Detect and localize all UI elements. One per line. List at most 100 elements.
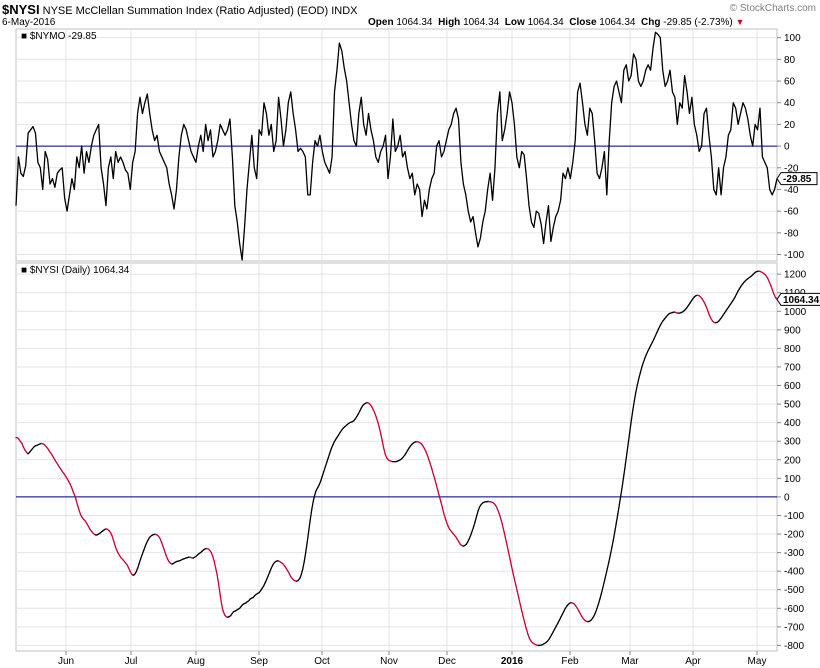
nysi-line-segment (636, 377, 640, 386)
nysi-line-segment (267, 571, 271, 577)
nysi-ytick-label: -400 (784, 567, 804, 578)
nysi-line-segment (375, 416, 379, 423)
nysi-line-segment (165, 554, 169, 560)
nysi-line-segment (144, 542, 148, 548)
nysi-line-segment (308, 519, 311, 532)
nysi-line-segment (426, 454, 430, 461)
nysi-ytick-label: 100 (784, 474, 801, 485)
nysi-line-segment (138, 558, 142, 565)
nysi-line-segment (142, 546, 146, 552)
nymo-ytick-label: 20 (784, 120, 796, 131)
nysi-line-segment (305, 541, 308, 554)
nysi-line-segment (323, 466, 326, 473)
nysi-line-segment (309, 509, 313, 521)
nysi-line-segment (527, 633, 530, 639)
nysi-line-segment (513, 577, 517, 586)
nysi-line-segment (468, 534, 472, 540)
nysi-line-segment (630, 409, 634, 421)
nysi-line-segment (617, 503, 621, 515)
nysi-line-segment (159, 538, 163, 544)
nysi-line-segment (642, 357, 646, 363)
nysi-ytick-label: -200 (784, 530, 804, 541)
nymo-last-value-label: -29.85 (783, 174, 812, 185)
nysi-line-segment (446, 522, 449, 528)
nysi-line-segment (299, 574, 302, 580)
nysi-ytick-label: 300 (784, 437, 801, 448)
x-tick-label: Nov (380, 656, 398, 667)
nysi-line-segment (384, 453, 388, 459)
nysi-line-segment (377, 421, 380, 428)
nysi-line-segment (504, 536, 508, 545)
nymo-ytick-label: 60 (784, 77, 796, 88)
nysi-line-segment (507, 550, 511, 559)
nymo-ytick-label: 100 (784, 33, 801, 44)
nymo-ytick-label: -40 (784, 185, 799, 196)
nysi-line-segment (266, 575, 269, 581)
nymo-ytick-label: -60 (784, 207, 799, 218)
nymo-series-line (15, 31, 778, 261)
nysi-line-segment (219, 593, 223, 606)
nysi-line-segment (318, 480, 322, 486)
nysi-line-segment (160, 541, 164, 548)
nysi-line-segment (112, 539, 116, 547)
nysi-line-segment (444, 517, 448, 524)
x-tick-label: Mar (621, 656, 639, 667)
nymo-legend: ■ $NYMO -29.85 (21, 31, 97, 42)
close-label: Close (569, 17, 597, 28)
nysi-line-segment (76, 504, 80, 511)
nysi-line-segment (311, 500, 314, 511)
open-value: 1064.34 (396, 17, 433, 28)
nysi-line-segment (770, 285, 774, 291)
nysi-line-segment (470, 530, 473, 536)
chart-header: $NYSI NYSE McClellan Summation Index (Ra… (2, 2, 357, 28)
nymo-ytick-label: -20 (784, 163, 799, 174)
nysi-line-segment (73, 494, 77, 501)
nymo-panel-frame (15, 28, 778, 262)
nymo-ytick-label: -80 (784, 228, 799, 239)
nysi-line-segment (432, 473, 436, 480)
nysi-line-segment (510, 564, 514, 573)
nysi-line-segment (443, 512, 446, 519)
nysi-line-segment (220, 603, 224, 612)
nysi-line-segment (136, 563, 140, 570)
x-tick-label: Sep (250, 656, 268, 667)
chg-value: -29.85 (-2.73%) (663, 17, 733, 28)
low-label: Low (504, 17, 525, 28)
nysi-line-segment (605, 567, 609, 576)
nysi-line-segment (602, 580, 606, 589)
nysi-ytick-label: 500 (784, 400, 801, 411)
nysi-line-segment (519, 603, 523, 612)
nysi-line-segment (618, 494, 622, 505)
nysi-legend: ■ $NYSI (Daily) 1064.34 (21, 265, 130, 276)
nysi-line-segment (438, 495, 442, 503)
nysi-line-segment (498, 513, 502, 520)
nysi-last-value-label: 1064.34 (783, 295, 820, 306)
nysi-line-segment (501, 523, 505, 532)
x-tick-label: Dec (438, 656, 456, 667)
nysi-line-segment (222, 610, 226, 616)
high-label: High (438, 17, 461, 28)
nysi-line-segment (525, 628, 529, 635)
nysi-line-segment (70, 486, 74, 492)
nysi-line-segment (597, 598, 601, 605)
nysi-line-segment (632, 399, 636, 411)
x-tick-label: Apr (685, 656, 701, 667)
nysi-line-segment (633, 391, 637, 402)
nysi-line-segment (512, 571, 515, 580)
nysi-line-segment (626, 441, 630, 454)
nysi-line-segment (524, 622, 527, 630)
ohlc-readout: Open 1064.34 High 1064.34 Low 1064.34 Cl… (368, 17, 744, 28)
nysi-line-segment (705, 306, 709, 312)
nysi-line-segment (425, 450, 428, 456)
nysi-ytick-label: 700 (784, 362, 801, 373)
nysi-last-value-tag (776, 292, 820, 306)
nysi-line-segment (596, 603, 600, 610)
nysi-line-segment (474, 514, 478, 522)
nysi-line-segment (312, 494, 316, 503)
x-tick-label: Feb (561, 656, 579, 667)
nysi-line-segment (639, 366, 643, 374)
chg-label: Chg (641, 17, 661, 28)
nymo-ytick-label: -100 (784, 250, 804, 261)
nysi-line-segment (163, 550, 167, 557)
nysi-line-segment (139, 554, 143, 560)
